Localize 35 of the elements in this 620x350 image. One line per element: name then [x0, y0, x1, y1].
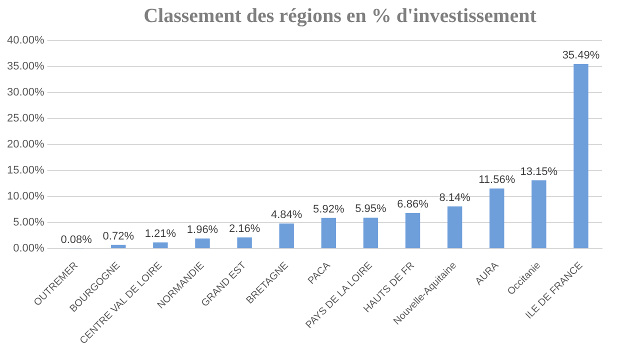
bar — [195, 238, 210, 248]
bar — [532, 180, 546, 248]
data-label: 6.86% — [397, 198, 429, 211]
data-label: 1.96% — [186, 224, 218, 236]
data-label: 8.14% — [439, 192, 471, 204]
data-label: 2.16% — [228, 222, 260, 235]
y-tick-label: 35.00% — [6, 60, 45, 73]
data-label: 5.95% — [355, 203, 387, 216]
data-label: 11.56% — [478, 174, 516, 186]
data-label: 13.15% — [520, 166, 558, 178]
y-tick-label: 10.00% — [6, 190, 45, 203]
y-tick-label: 30.00% — [6, 86, 45, 99]
bar — [321, 218, 336, 248]
y-tick-label: 40.00% — [6, 34, 45, 47]
bar — [279, 223, 294, 248]
bar — [153, 242, 168, 248]
bar — [405, 212, 420, 248]
y-tick-label: 20.00% — [6, 138, 45, 151]
bar — [363, 218, 378, 248]
bar — [447, 206, 462, 248]
data-label: 4.84% — [271, 209, 302, 222]
data-label: 0.72% — [102, 230, 134, 242]
data-label: 5.92% — [313, 203, 344, 216]
y-tick-label: 5.00% — [13, 216, 45, 229]
bar — [111, 244, 126, 248]
bar — [574, 64, 588, 248]
data-label: 35.49% — [562, 50, 600, 62]
data-label: 1.21% — [144, 228, 176, 240]
data-label: 0.08% — [60, 234, 92, 246]
y-tick-label: 15.00% — [6, 164, 45, 177]
bar — [237, 237, 252, 248]
y-tick-label: 25.00% — [6, 112, 45, 125]
bar — [490, 188, 504, 248]
y-tick-label: 0.00% — [13, 242, 45, 255]
chart-title: Classement des régions en % d'investissement — [142, 4, 538, 29]
